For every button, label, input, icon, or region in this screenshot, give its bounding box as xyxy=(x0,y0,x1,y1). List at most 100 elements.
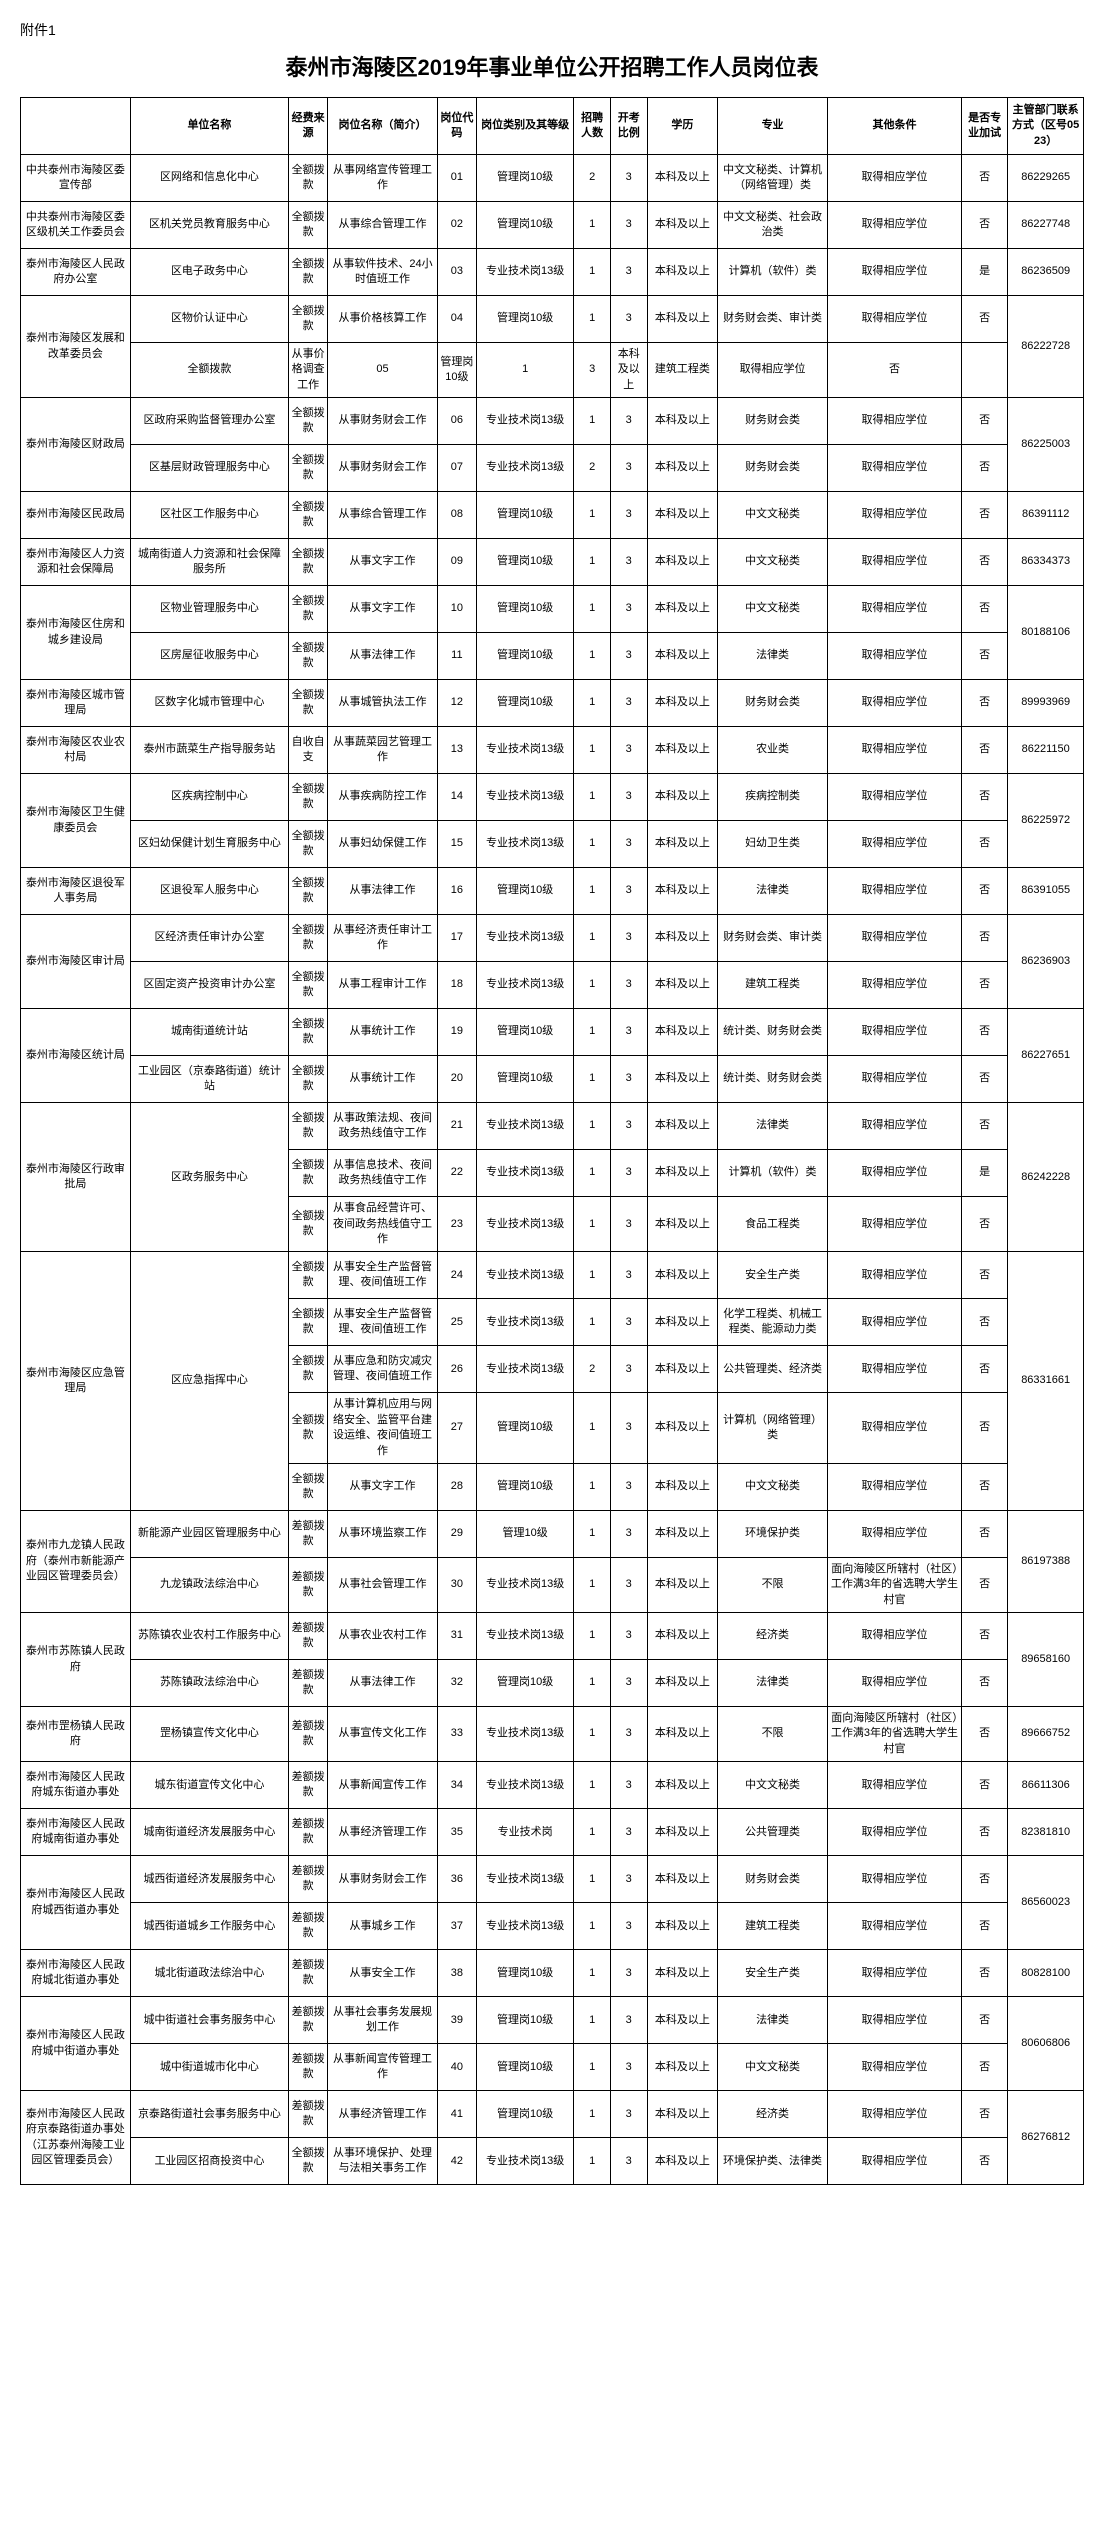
cell-num: 1 xyxy=(574,1660,611,1707)
cell-dept: 泰州市九龙镇人民政府（泰州市新能源产业园区管理委员会） xyxy=(21,1510,131,1612)
cell-code: 32 xyxy=(437,1660,476,1707)
cell-job: 从事食品经营许可、夜间政务热线值守工作 xyxy=(328,1197,438,1252)
cell-job: 从事综合管理工作 xyxy=(328,202,438,249)
cell-edu: 本科及以上 xyxy=(647,1903,718,1950)
cell-other: 取得相应学位 xyxy=(827,445,961,492)
cell-code: 24 xyxy=(437,1252,476,1299)
cell-major: 法律类 xyxy=(718,868,828,915)
cell-type: 专业技术岗13级 xyxy=(476,1299,574,1346)
cell-edu: 本科及以上 xyxy=(647,155,718,202)
cell-unit: 区电子政务中心 xyxy=(130,249,288,296)
cell-dept: 泰州市海陵区人民政府城中街道办事处 xyxy=(21,1997,131,2091)
cell-other: 取得相应学位 xyxy=(827,398,961,445)
cell-major: 法律类 xyxy=(718,1997,828,2044)
cell-ratio: 3 xyxy=(610,398,647,445)
table-row: 城西街道城乡工作服务中心差额拨款从事城乡工作37专业技术岗13级13本科及以上建… xyxy=(21,1903,1084,1950)
cell-fund: 全额拨款 xyxy=(289,915,328,962)
cell-dept: 泰州市海陵区卫生健康委员会 xyxy=(21,774,131,868)
cell-major: 环境保护类 xyxy=(718,1510,828,1557)
cell-num: 1 xyxy=(574,868,611,915)
cell-job: 从事法律工作 xyxy=(328,1660,438,1707)
cell-code: 16 xyxy=(437,868,476,915)
cell-job: 从事城管执法工作 xyxy=(328,680,438,727)
table-row: 泰州市海陵区住房和城乡建设局区物业管理服务中心全额拨款从事文字工作10管理岗10… xyxy=(21,586,1084,633)
cell-ratio: 3 xyxy=(610,1660,647,1707)
cell-code: 26 xyxy=(437,1346,476,1393)
cell-phone: 86331661 xyxy=(1008,1252,1084,1511)
cell-job: 从事城乡工作 xyxy=(328,1903,438,1950)
cell-code: 08 xyxy=(437,492,476,539)
cell-job: 从事蔬菜园艺管理工作 xyxy=(328,727,438,774)
cell-phone: 86225003 xyxy=(1008,398,1084,492)
cell-ratio: 3 xyxy=(610,727,647,774)
cell-dept: 中共泰州市海陵区委宣传部 xyxy=(21,155,131,202)
cell-dept: 泰州市海陵区人力资源和社会保障局 xyxy=(21,539,131,586)
cell-major: 经济类 xyxy=(718,2091,828,2138)
cell-exam: 否 xyxy=(962,1252,1008,1299)
cell-code: 28 xyxy=(437,1463,476,1510)
cell-job: 从事综合管理工作 xyxy=(328,492,438,539)
cell-major: 中文文秘类、社会政治类 xyxy=(718,202,828,249)
cell-job: 从事统计工作 xyxy=(328,1009,438,1056)
cell-fund: 全额拨款 xyxy=(289,1197,328,1252)
table-row: 区妇幼保健计划生育服务中心全额拨款从事妇幼保健工作15专业技术岗13级13本科及… xyxy=(21,821,1084,868)
cell-code: 10 xyxy=(437,586,476,633)
cell-num: 1 xyxy=(574,1903,611,1950)
table-row: 泰州市海陵区应急管理局区应急指挥中心全额拨款从事安全生产监督管理、夜间值班工作2… xyxy=(21,1252,1084,1299)
cell-code: 12 xyxy=(437,680,476,727)
cell-fund: 全额拨款 xyxy=(289,1299,328,1346)
cell-fund: 全额拨款 xyxy=(289,492,328,539)
th-exam: 是否专业加试 xyxy=(962,98,1008,155)
cell-num: 1 xyxy=(574,2091,611,2138)
cell-type: 管理岗10级 xyxy=(476,1009,574,1056)
cell-type: 管理岗10级 xyxy=(476,1393,574,1464)
cell-ratio: 3 xyxy=(610,1903,647,1950)
cell-exam: 否 xyxy=(962,1197,1008,1252)
table-row: 泰州市海陵区退役军人事务局区退役军人服务中心全额拨款从事法律工作16管理岗10级… xyxy=(21,868,1084,915)
cell-num: 1 xyxy=(574,1950,611,1997)
cell-phone: 86242228 xyxy=(1008,1103,1084,1252)
cell-ratio: 3 xyxy=(610,1950,647,1997)
cell-type: 专业技术岗13级 xyxy=(476,445,574,492)
cell-ratio: 3 xyxy=(610,1103,647,1150)
cell-unit: 城中街道社会事务服务中心 xyxy=(130,1997,288,2044)
cell-other: 取得相应学位 xyxy=(827,249,961,296)
cell-exam: 否 xyxy=(962,2091,1008,2138)
table-row: 泰州市九龙镇人民政府（泰州市新能源产业园区管理委员会）新能源产业园区管理服务中心… xyxy=(21,1510,1084,1557)
cell-edu: 本科及以上 xyxy=(647,1252,718,1299)
cell-code: 29 xyxy=(437,1510,476,1557)
cell-phone: 86391055 xyxy=(1008,868,1084,915)
table-row: 全额拨款从事价格调查工作05管理岗10级13本科及以上建筑工程类取得相应学位否 xyxy=(21,343,1084,398)
cell-fund: 差额拨款 xyxy=(289,1707,328,1762)
cell-unit: 城北街道政法综治中心 xyxy=(130,1950,288,1997)
cell-fund: 全额拨款 xyxy=(289,586,328,633)
cell-ratio: 3 xyxy=(610,2138,647,2185)
cell-edu: 本科及以上 xyxy=(647,633,718,680)
cell-fund: 全额拨款 xyxy=(289,1393,328,1464)
cell-type: 专业技术岗13级 xyxy=(476,1346,574,1393)
cell-major: 安全生产类 xyxy=(718,1950,828,1997)
th-type: 岗位类别及其等级 xyxy=(476,98,574,155)
cell-major: 公共管理类、经济类 xyxy=(718,1346,828,1393)
cell-code: 27 xyxy=(437,1393,476,1464)
th-unit: 单位名称 xyxy=(130,98,288,155)
cell-type: 管理岗10级 xyxy=(476,868,574,915)
cell-ratio: 3 xyxy=(610,1809,647,1856)
cell-phone: 86611306 xyxy=(1008,1762,1084,1809)
cell-dept: 泰州市海陵区财政局 xyxy=(21,398,131,492)
cell-phone: 89658160 xyxy=(1008,1613,1084,1707)
cell-other: 取得相应学位 xyxy=(827,1197,961,1252)
cell-fund: 全额拨款 xyxy=(289,1252,328,1299)
cell-exam: 否 xyxy=(962,633,1008,680)
cell-major: 建筑工程类 xyxy=(718,1903,828,1950)
cell-type: 管理10级 xyxy=(476,1510,574,1557)
cell-fund: 差额拨款 xyxy=(289,1950,328,1997)
cell-exam: 否 xyxy=(962,1346,1008,1393)
cell-num: 1 xyxy=(574,1856,611,1903)
job-table: 单位名称 经费来源 岗位名称（简介） 岗位代码 岗位类别及其等级 招聘人数 开考… xyxy=(20,97,1084,2185)
cell-job: 从事统计工作 xyxy=(328,1056,438,1103)
cell-job: 从事安全生产监督管理、夜间值班工作 xyxy=(328,1252,438,1299)
cell-type: 专业技术岗13级 xyxy=(476,398,574,445)
cell-major: 财务财会类、审计类 xyxy=(718,296,828,343)
table-row: 工业园区（京泰路街道）统计站全额拨款从事统计工作20管理岗10级13本科及以上统… xyxy=(21,1056,1084,1103)
